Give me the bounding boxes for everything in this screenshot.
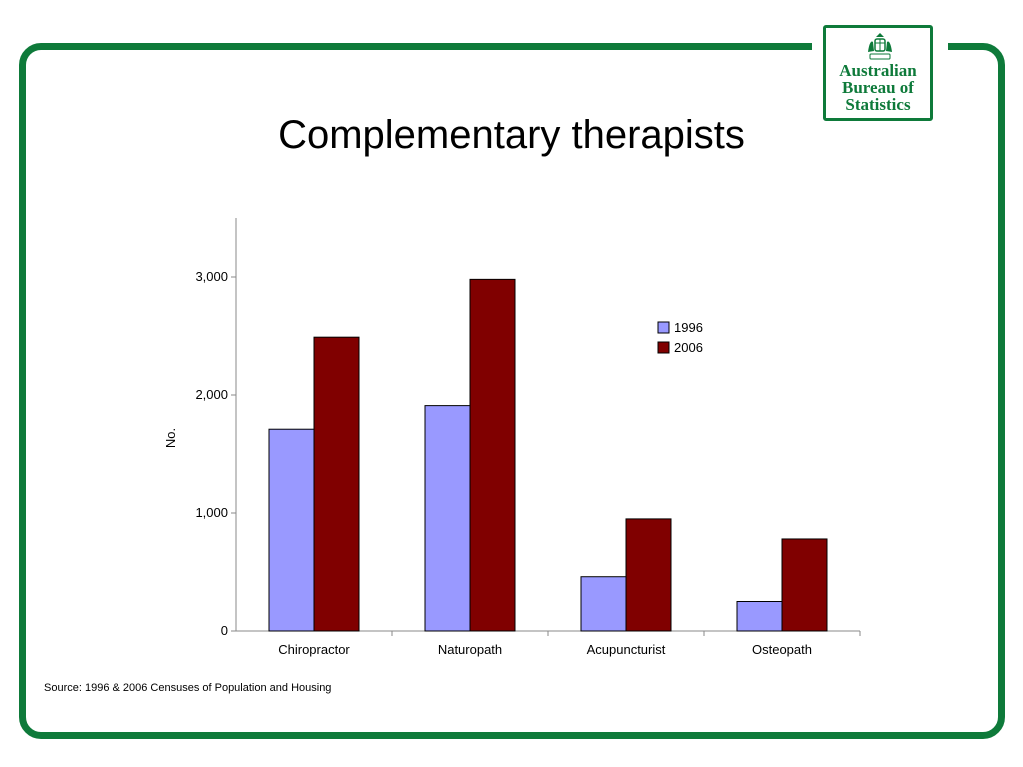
logo-line-2: Bureau of [842,78,914,97]
x-tick-label: Naturopath [438,642,502,657]
bar [580,576,627,632]
x-tick-label: Chiropractor [278,642,350,657]
logo-line-3: Statistics [845,95,911,114]
bar [424,405,471,632]
y-tick-label: 3,000 [195,269,228,284]
y-tick-label: 1,000 [195,505,228,520]
legend-label: 1996 [674,320,703,335]
bar [736,601,783,632]
legend-swatch [657,341,670,354]
y-tick-label: 0 [221,623,228,638]
legend-label: 2006 [674,340,703,355]
bar [625,518,672,632]
legend-swatch [657,321,670,334]
abs-logo-box: Australian Bureau of Statistics [823,25,933,121]
source-note: Source: 1996 & 2006 Censuses of Populati… [44,682,332,694]
x-tick-label: Acupuncturist [587,642,666,657]
coat-of-arms-icon [868,33,892,60]
x-tick-label: Osteopath [752,642,812,657]
y-tick-label: 2,000 [195,387,228,402]
logo-line-1: Australian [839,61,917,80]
y-axis-label: No. [163,428,178,448]
chart-title: Complementary therapists [278,113,745,157]
bar [268,428,315,632]
abs-logo-text: Australian Bureau of Statistics [826,62,930,113]
bar [469,278,516,632]
bar [313,336,360,632]
abs-logo: Australian Bureau of Statistics [812,12,948,125]
bar [781,538,828,632]
